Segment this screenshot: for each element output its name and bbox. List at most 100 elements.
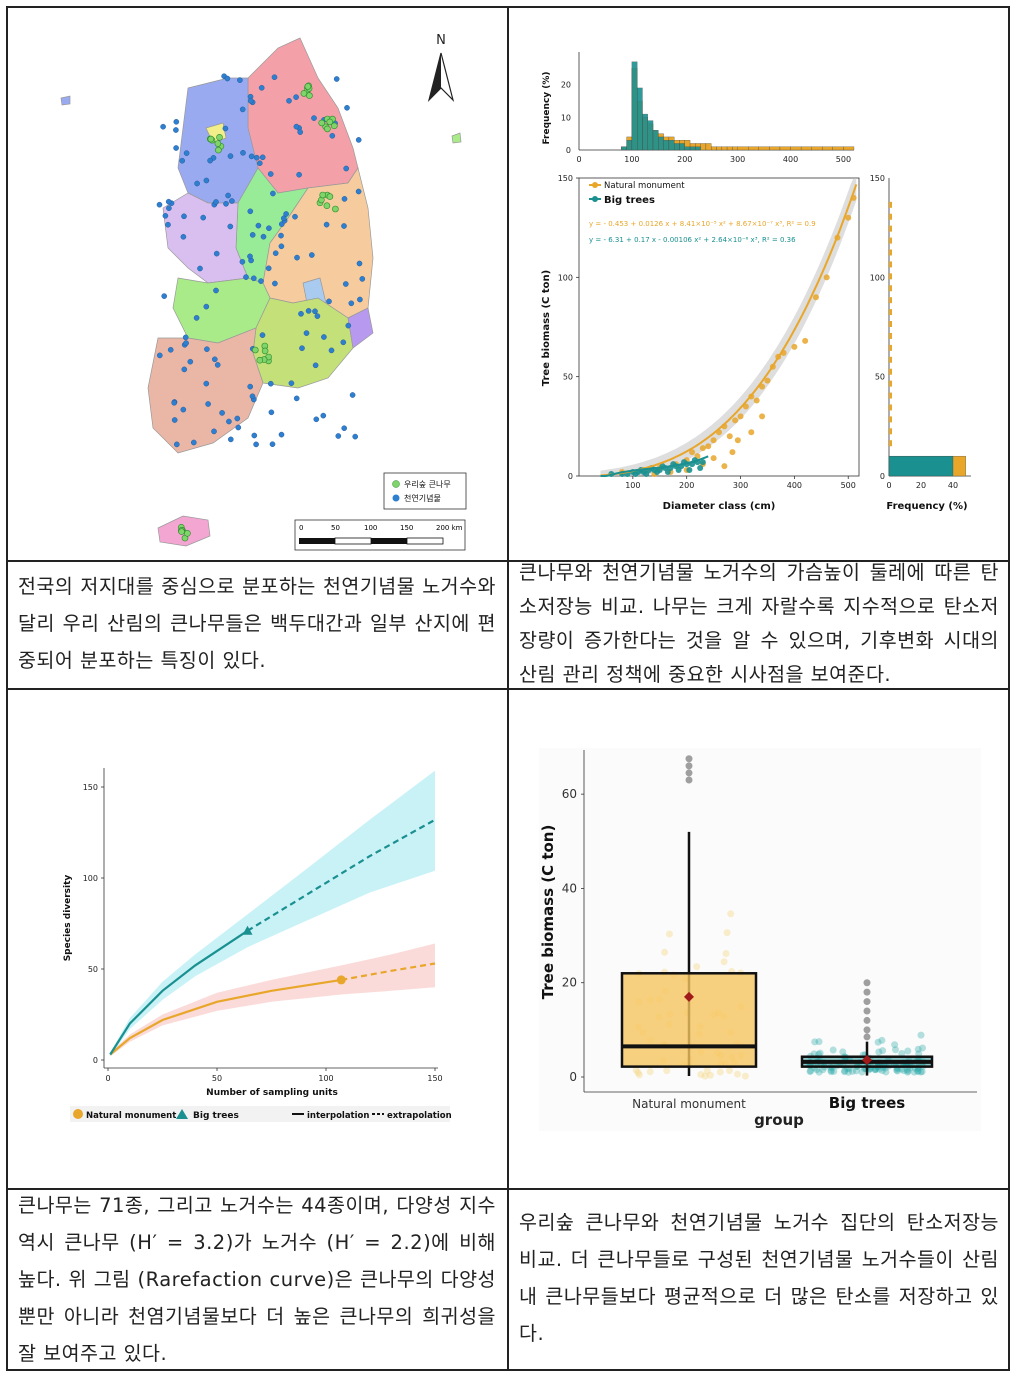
big-tree-point: [323, 202, 331, 209]
top-hist-bar-natural: [843, 146, 855, 151]
right-hist-bar-natural: [889, 249, 892, 256]
legend-interpolation: interpolation: [307, 1111, 369, 1121]
jitter-point: [815, 1068, 823, 1076]
map-legend: 우리숲 큰나무 천연기념물: [383, 472, 467, 510]
top-hist-bar-natural: [737, 146, 749, 151]
y-tick-label: 100: [83, 874, 98, 883]
jitter-point: [720, 958, 728, 966]
natural-monument-point: [213, 199, 219, 205]
jitter-point: [663, 1067, 671, 1075]
top-hist-bar-natural: [769, 146, 781, 151]
natural-monument-point: [260, 233, 267, 240]
natural-monument-point: [759, 383, 766, 390]
extrapolation-line: [246, 818, 436, 932]
outlier-point: [863, 1033, 871, 1041]
natural-monument-point: [197, 265, 203, 272]
jitter-point: [839, 1048, 847, 1056]
observed-point-big: [242, 925, 253, 935]
big-tree-point: [252, 346, 259, 354]
natural-monument-point: [321, 334, 327, 340]
big-tree-point: [306, 92, 313, 99]
jitter-point: [661, 948, 669, 956]
natural-monument-point: [219, 410, 225, 416]
natural-monument-point: [222, 125, 229, 132]
jitter-point: [706, 1071, 714, 1079]
right-hist-bar-natural: [889, 285, 892, 292]
y-tick-label: 0: [568, 472, 573, 481]
legend-natural-monument: 천연기념물: [404, 493, 441, 503]
scatter-plot: 0 50 100 150 100 200 300 400 500: [558, 174, 858, 490]
scale-tick-50: 50: [331, 524, 340, 532]
map-region-chungnam: [162, 192, 249, 284]
jitter-point: [852, 1067, 860, 1075]
boxplot-marks: 0 20 40 60 Natural monument Big trees: [562, 755, 934, 1112]
scale-tick-0: 0: [299, 524, 303, 532]
rarefaction-figure: 0 50 100 150 0 50 100 150 Species diversity Num…: [8, 690, 507, 1188]
jitter-point: [878, 1036, 886, 1044]
jitter-point: [701, 1072, 709, 1080]
natural-monument-point: [247, 208, 254, 215]
natural-monument-point: [342, 281, 349, 287]
top-hist-bar-big: [631, 61, 638, 151]
natural-monument-point: [812, 294, 819, 301]
natural-monument-point: [268, 409, 275, 416]
map-region-jeonnam: [147, 327, 264, 454]
jitter-point: [858, 1068, 866, 1076]
korea-map-figure: N 우리숲 큰나무 천연기념물 0 50 100 150 200 km: [8, 8, 507, 560]
big-tree-point: [632, 471, 639, 478]
top-hist-x-tick: 0: [576, 155, 581, 164]
legend-big-rare: Big trees: [193, 1111, 239, 1121]
natural-monument-point: [173, 127, 179, 133]
x-tick-label: 200: [679, 481, 694, 490]
natural-monument-point: [299, 345, 305, 352]
natural-monument-point: [167, 346, 174, 353]
natural-monument-point: [278, 232, 284, 239]
natural-monument-point: [323, 221, 330, 228]
natural-monument-point: [213, 287, 219, 294]
map-region-island-w: [60, 95, 71, 106]
natural-monument-point: [357, 296, 363, 303]
jitter-point: [807, 1067, 815, 1075]
top-hist-bar-natural: [748, 146, 759, 151]
natural-monument-point: [710, 437, 717, 444]
natural-monument-point: [311, 115, 317, 121]
jitter-point: [632, 1066, 640, 1074]
natural-monument-point: [204, 346, 210, 353]
jitter-point: [635, 1071, 643, 1079]
natural-monument-point: [292, 213, 298, 220]
top-hist-bar-big: [658, 136, 664, 151]
natural-monument-point: [288, 380, 295, 387]
chart3-ylabel: Tree biomass (C ton): [539, 825, 557, 1000]
jitter-point: [841, 1068, 848, 1076]
natural-monument-point: [356, 260, 363, 267]
natural-monument-point: [160, 123, 166, 130]
natural-monument-point: [181, 213, 187, 220]
x-tick-label: 0: [105, 1074, 110, 1083]
row-divider-3: [6, 1188, 1010, 1190]
natural-monument-point: [173, 145, 179, 151]
natural-monument-point: [171, 417, 178, 423]
scale-tick-150: 150: [400, 524, 413, 532]
map-region-ulleung: [451, 132, 462, 144]
natural-monument-point: [272, 280, 278, 287]
natural-monument-point: [224, 75, 231, 82]
natural-monument-point: [845, 214, 852, 221]
chart3-xlabel: group: [754, 1111, 804, 1129]
jitter-point: [918, 1068, 926, 1076]
interpolation-line: [109, 978, 342, 1056]
top-hist-x-tick: 400: [783, 155, 798, 164]
natural-monument-point: [166, 205, 172, 211]
natural-monument-point: [193, 315, 200, 321]
natural-monument-point: [203, 303, 210, 310]
outlier-point: [685, 762, 693, 770]
natural-monument-point: [296, 171, 302, 178]
natural-monument-point: [255, 222, 262, 229]
top-hist-bar-natural: [700, 143, 707, 151]
natural-monument-point: [248, 153, 255, 160]
natural-monument-point: [312, 362, 319, 369]
natural-monument-point: [239, 258, 246, 265]
natural-monument-point: [162, 212, 169, 219]
big-tree-point: [300, 90, 308, 97]
